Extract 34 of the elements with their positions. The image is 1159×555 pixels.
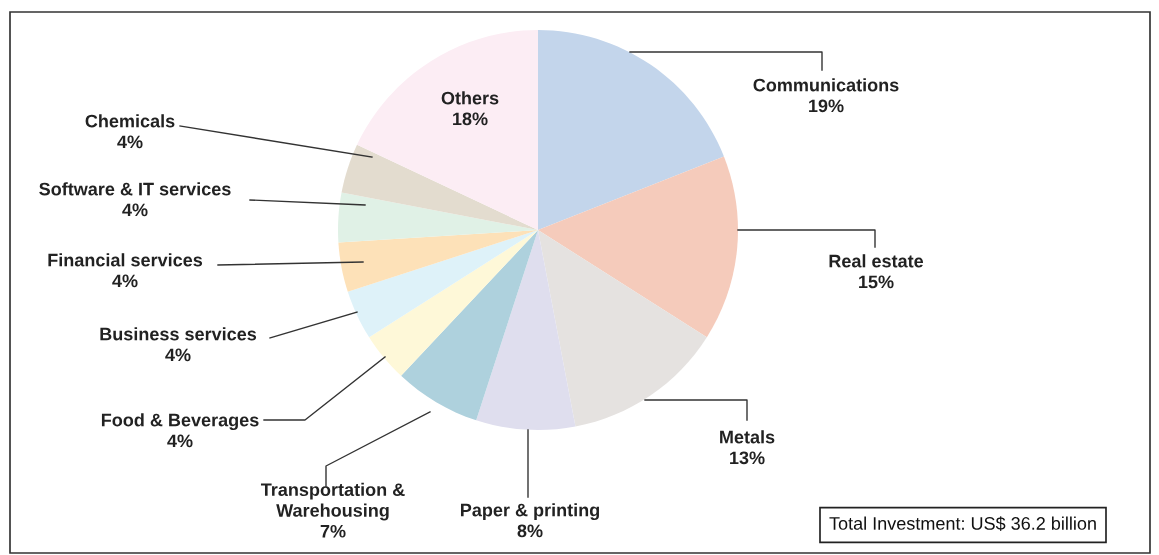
slice-label: Financial services xyxy=(48,253,203,267)
data-label: 4% xyxy=(165,348,191,362)
pie-slice xyxy=(347,230,538,338)
slice-label: Software & IT services xyxy=(39,182,231,196)
slice-label: Communications xyxy=(753,78,899,92)
slice-label: Others xyxy=(441,91,499,105)
data-label: 18% xyxy=(453,112,488,126)
slice-label: Real estate xyxy=(829,254,924,268)
data-label: 8% xyxy=(517,524,543,538)
pie-slice xyxy=(338,192,538,243)
slice-label: Chemicals xyxy=(85,114,175,128)
pie-slice xyxy=(357,30,538,230)
pie-slice xyxy=(338,230,538,292)
data-label: 19% xyxy=(809,99,844,113)
pie-slice xyxy=(538,230,707,427)
data-label: 4% xyxy=(117,135,143,149)
data-label: 4% xyxy=(122,203,148,217)
pie-slice xyxy=(538,30,724,230)
data-label: 13% xyxy=(730,451,765,465)
slice-label: Metals xyxy=(720,430,775,444)
pie-slice xyxy=(538,156,738,338)
pie-slice xyxy=(476,230,576,430)
slice-label: Paper & printing xyxy=(460,503,600,521)
data-label: 7% xyxy=(320,524,346,538)
pie-slice xyxy=(401,230,538,421)
data-label: 4% xyxy=(167,434,193,448)
pie-slice xyxy=(341,144,538,230)
data-label: 4% xyxy=(112,274,138,288)
slice-label: Transportation & Warehousing xyxy=(260,482,405,521)
pie-slice xyxy=(369,230,538,376)
text: Total Investment: US$ 36.2 billion xyxy=(829,516,1096,531)
slice-label: Food & Beverages xyxy=(101,413,259,431)
data-label: 15% xyxy=(859,275,894,289)
slice-label: Business services xyxy=(100,327,257,341)
